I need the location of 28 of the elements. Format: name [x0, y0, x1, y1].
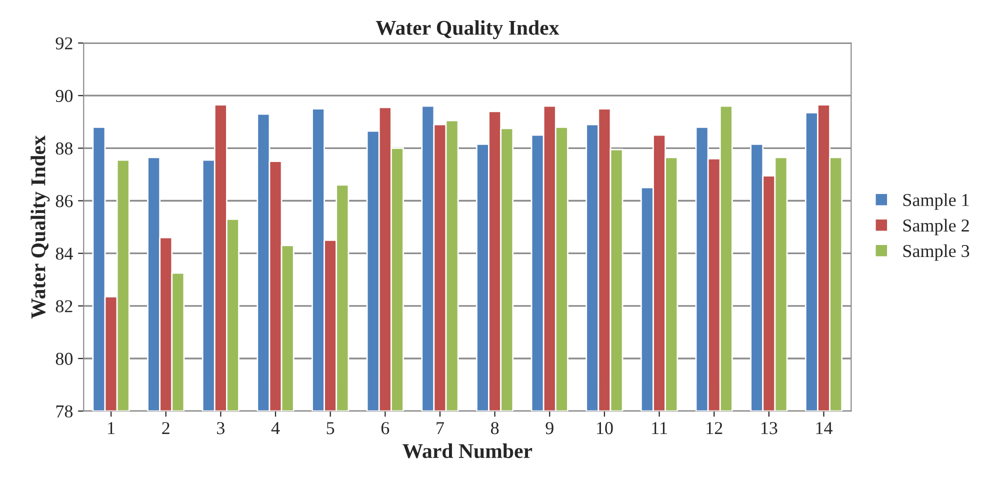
legend-label: Sample 1: [903, 193, 969, 210]
x-tick-label: 6: [381, 422, 390, 434]
x-axis-title: Ward Number: [402, 443, 532, 458]
x-tick-label: 3: [217, 422, 225, 434]
chart-title: Water Quality Index: [376, 20, 560, 40]
legend-label: Sample 3: [903, 244, 970, 261]
y-tick-label: 82: [56, 300, 72, 312]
x-tick-label: 8: [490, 422, 499, 434]
x-tick-label: 12: [706, 422, 722, 434]
x-tick-label: 14: [816, 422, 832, 434]
x-tick-label: 1: [108, 422, 114, 434]
legend-label: Sample 2: [903, 218, 969, 236]
x-tick-label: 11: [652, 422, 667, 434]
x-tick-label: 5: [326, 422, 334, 434]
x-tick-label: 4: [271, 422, 280, 434]
x-tick-label: 7: [436, 422, 444, 434]
x-tick-label: 10: [597, 422, 613, 434]
y-tick-label: 80: [56, 352, 73, 365]
y-tick-label: 92: [56, 37, 72, 50]
y-tick-label: 78: [56, 405, 73, 418]
y-tick-label: 84: [56, 248, 73, 260]
x-tick-label: 13: [761, 422, 778, 434]
y-tick-label: 88: [56, 142, 73, 155]
y-tick-label: 90: [56, 90, 73, 102]
x-tick-label: 9: [546, 422, 554, 434]
x-tick-label: 2: [162, 422, 170, 434]
y-axis-title: Water Quality Index: [30, 135, 50, 319]
y-tick-label: 86: [56, 195, 73, 208]
